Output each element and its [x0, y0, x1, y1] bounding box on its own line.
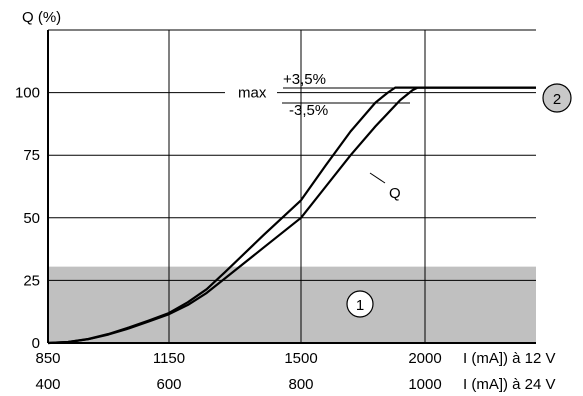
marker-1-label: 1 — [356, 297, 364, 314]
y-tick-label: 0 — [32, 335, 40, 352]
x-tick-label-24v: 1000 — [408, 376, 441, 393]
plus-tolerance-label: +3,5% — [283, 71, 326, 88]
tick-label-layer: 0 25 50 75 100 850 1150 1500 2000 400 600 800 1000 — [15, 85, 442, 393]
x-tick-label-12v: 1150 — [153, 350, 185, 367]
marker-1-circle — [346, 290, 374, 318]
marker-2-circle — [542, 83, 572, 113]
curve-label-leader — [369, 172, 386, 184]
y-tick-label: 100 — [15, 85, 40, 102]
x-tick-label-12v: 850 — [35, 350, 60, 367]
plot-frame-layer — [47, 29, 536, 344]
grid-layer — [48, 30, 536, 343]
x-axis-label-24v: I (mA]) à 24 V — [463, 376, 556, 393]
max-label: max — [238, 85, 267, 102]
marker-2-label: 2 — [553, 91, 561, 108]
y-tick-label: 75 — [23, 147, 40, 164]
x-tick-label-24v: 600 — [156, 376, 181, 393]
series-layer — [47, 86, 536, 345]
max-label-bg — [225, 81, 277, 102]
y-tick-label: 25 — [23, 272, 40, 289]
x-axis-label-12v: I (mA]) à 12 V — [463, 350, 556, 367]
x-tick-label-12v: 2000 — [408, 350, 441, 367]
y-axis-label: Q (%) — [22, 9, 61, 26]
y-tick-label: 50 — [23, 210, 40, 227]
shaded-region — [48, 266, 536, 343]
x-tick-label-12v: 1500 — [284, 350, 317, 367]
annotation-layer: max +3,5% -3,5% Q 1 2 — [225, 71, 572, 318]
shaded-region-layer — [48, 266, 536, 343]
x-tick-label-24v: 800 — [288, 376, 313, 393]
minus-tolerance-label: -3,5% — [289, 102, 328, 119]
series-lower-curve — [47, 86, 536, 345]
x-tick-label-24v: 400 — [35, 376, 60, 393]
curve-label: Q — [389, 185, 401, 202]
